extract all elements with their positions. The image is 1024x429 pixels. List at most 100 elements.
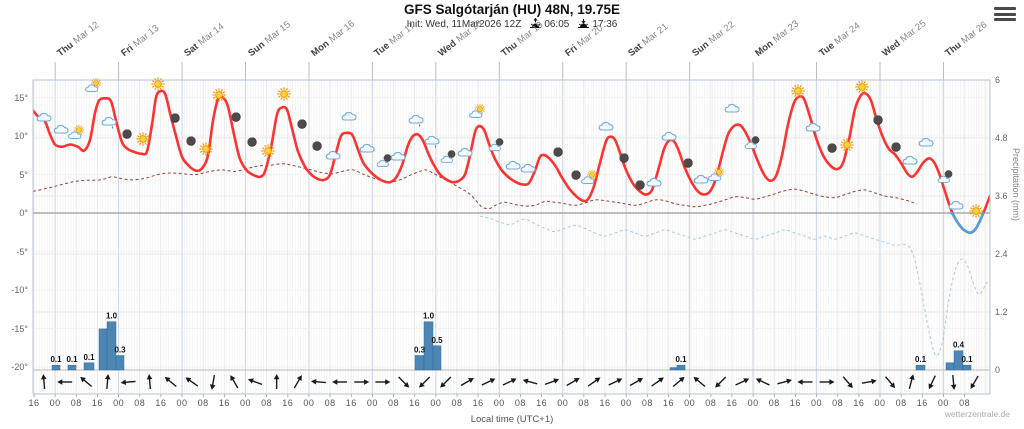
precip-bar-label: 0.3 xyxy=(414,346,426,355)
time-tick-label: 16 xyxy=(726,398,738,408)
time-tick-label: 00 xyxy=(557,398,569,408)
wind-arrow xyxy=(755,378,770,386)
wind-arrow xyxy=(693,376,706,388)
wind-arrow xyxy=(481,378,496,386)
cloud-icon xyxy=(902,155,918,165)
raincloud-icon xyxy=(424,135,440,148)
sun-icon xyxy=(855,80,869,94)
wind-arrow xyxy=(104,374,111,390)
precip-axis-title: Precipitation (mm) xyxy=(1011,148,1021,222)
suncloud-icon xyxy=(85,77,102,93)
time-tick-label: 00 xyxy=(937,398,949,408)
init-line: Init: Wed, 11Mar2026 12Z 06:05 17:36 xyxy=(0,17,1024,30)
time-tick-label: 00 xyxy=(747,398,759,408)
wind-arrow xyxy=(908,374,915,389)
time-tick-label: 00 xyxy=(303,398,315,408)
time-tick-label: 16 xyxy=(155,398,167,408)
wind-arrow xyxy=(819,379,835,385)
temperature-freezing-curve xyxy=(950,211,985,235)
time-tick-label: 16 xyxy=(916,398,928,408)
time-tick-label: 08 xyxy=(641,398,653,408)
wind-arrow xyxy=(566,378,580,387)
time-tick-label: 00 xyxy=(239,398,251,408)
wind-arrow xyxy=(970,375,979,389)
wind-arrow xyxy=(629,378,644,387)
time-tick-label: 00 xyxy=(874,398,886,408)
time-tick-label: 08 xyxy=(70,398,82,408)
time-tick-label: 16 xyxy=(662,398,674,408)
cloud-icon xyxy=(359,143,375,153)
time-tick-label: 16 xyxy=(599,398,611,408)
suncloud-icon xyxy=(469,103,486,119)
cloud-icon xyxy=(598,121,614,131)
hamburger-menu-icon[interactable] xyxy=(994,7,1016,23)
precip-bar xyxy=(106,321,117,371)
wind-arrow xyxy=(651,377,664,387)
cloud-icon xyxy=(661,131,677,141)
mooncloud-icon xyxy=(744,136,760,149)
precip-bar-label: 0.1 xyxy=(66,355,78,364)
wind-arrow xyxy=(842,376,853,389)
wind-arrow xyxy=(57,379,73,385)
time-tick-label: 08 xyxy=(451,398,463,408)
time-tick-label: 00 xyxy=(49,398,61,408)
cloud-icon xyxy=(646,177,662,187)
temperature-curve xyxy=(33,89,990,235)
temp-axis-tick: 0° xyxy=(19,208,28,218)
time-tick-label: 00 xyxy=(176,398,188,408)
cloud-icon xyxy=(520,163,536,173)
temp-axis-tick: 5° xyxy=(19,169,28,180)
time-tick-label: 08 xyxy=(705,398,717,408)
precip-bar xyxy=(953,350,964,371)
time-tick-label: 00 xyxy=(113,398,125,408)
time-tick-label: 16 xyxy=(409,398,421,408)
moon-icon xyxy=(683,158,693,168)
time-tick-label: 16 xyxy=(536,398,548,408)
moon-icon xyxy=(571,170,581,180)
precip-bar xyxy=(83,362,95,371)
precip-bar xyxy=(432,345,442,371)
plot-background xyxy=(33,80,990,394)
temp-low-level-curve xyxy=(479,215,990,357)
sun-icon xyxy=(212,88,226,102)
precip-axis-tick: 6 xyxy=(995,75,1001,86)
wind-arrow xyxy=(735,378,750,386)
wind-arrow xyxy=(185,377,199,387)
precip-bar xyxy=(669,367,678,371)
time-tick-label: 00 xyxy=(493,398,505,408)
time-tick-label: 08 xyxy=(388,398,400,408)
sun-icon xyxy=(791,84,805,98)
wind-arrow xyxy=(273,374,280,389)
time-tick-label: 16 xyxy=(218,398,230,408)
wind-arrow xyxy=(40,374,47,390)
cloud-icon xyxy=(53,124,69,134)
wind-arrow xyxy=(950,374,957,390)
time-tick-label: 16 xyxy=(28,398,40,408)
moon-icon xyxy=(635,180,645,190)
wind-arrow xyxy=(80,376,93,388)
temp-axis-tick: 15° xyxy=(14,92,28,103)
sunset-icon xyxy=(578,19,590,28)
precip-bar xyxy=(915,364,926,371)
precip-bar-label: 0.5 xyxy=(431,336,443,345)
time-tick-label: 08 xyxy=(261,398,273,408)
wind-arrow xyxy=(209,374,216,390)
time-tick-label: 00 xyxy=(811,398,823,408)
sunrise-icon xyxy=(530,17,542,28)
temp-axis-tick: -5° xyxy=(16,246,28,257)
wind-arrow xyxy=(419,376,431,388)
wind-arrow xyxy=(672,376,685,388)
precip-bar xyxy=(67,364,77,371)
time-tick-label: 08 xyxy=(324,398,336,408)
wind-arrow xyxy=(777,378,792,385)
wind-arrow xyxy=(440,376,452,388)
wind-arrow xyxy=(884,376,896,389)
raincloud-icon xyxy=(408,114,424,127)
wind-arrow xyxy=(861,378,877,385)
precip-bar xyxy=(414,355,425,371)
time-tick-label: 08 xyxy=(514,398,526,408)
time-tick-label: 00 xyxy=(684,398,696,408)
mooncloud-icon xyxy=(376,154,392,167)
cloud-icon xyxy=(805,122,821,132)
